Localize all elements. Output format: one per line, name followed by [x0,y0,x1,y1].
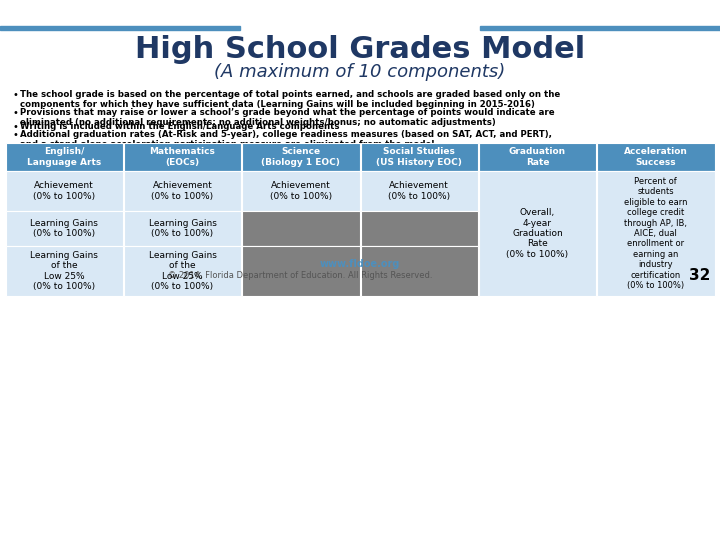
Text: Overall,
4-year
Graduation
Rate
(0% to 100%): Overall, 4-year Graduation Rate (0% to 1… [506,208,569,259]
Text: Learning Gains
of the
Low 25%
(0% to 100%): Learning Gains of the Low 25% (0% to 100… [148,251,217,291]
Text: Acceleration
Success: Acceleration Success [624,147,688,167]
Text: English/
Language Arts: English/ Language Arts [27,147,102,167]
Bar [361,143,478,171]
Text: Achievement
(0% to 100%): Achievement (0% to 100%) [388,181,450,201]
Text: Science
(Biology 1 EOC): Science (Biology 1 EOC) [261,147,341,167]
Text: Learning Gains
(0% to 100%): Learning Gains (0% to 100%) [30,219,98,238]
Bar [124,211,241,246]
Bar [6,171,123,211]
Bar [361,171,478,211]
Text: Percent of
students
eligible to earn
college credit
through AP, IB,
AICE, dual
e: Percent of students eligible to earn col… [624,177,688,290]
Text: Achievement
(0% to 100%): Achievement (0% to 100%) [151,181,214,201]
Text: © 2014, Florida Department of Education. All Rights Reserved.: © 2014, Florida Department of Education.… [168,271,432,280]
Bar [6,211,123,246]
Text: Learning Gains
(0% to 100%): Learning Gains (0% to 100%) [148,219,217,238]
Text: The school grade is based on the percentage of total points earned, and schools : The school grade is based on the percent… [20,90,560,110]
Bar [480,26,720,30]
Text: •: • [12,130,18,140]
Text: Mathematics
(EOCs): Mathematics (EOCs) [150,147,215,167]
Bar [242,246,359,296]
Text: Learning Gains
of the
Low 25%
(0% to 100%): Learning Gains of the Low 25% (0% to 100… [30,251,98,291]
Text: Graduation
Rate: Graduation Rate [509,147,566,167]
Bar [361,211,478,246]
Bar [242,143,359,171]
Bar [479,143,596,171]
Bar [242,211,359,246]
Bar [597,171,714,296]
Bar [6,143,123,171]
Text: •: • [12,90,18,100]
Text: Additional graduation rates (At-Risk and 5-year), college readiness measures (ba: Additional graduation rates (At-Risk and… [20,130,552,150]
Text: Provisions that may raise or lower a school’s grade beyond what the percentage o: Provisions that may raise or lower a sch… [20,108,554,127]
Bar [242,171,359,211]
Bar [124,246,241,296]
Bar [124,143,241,171]
Bar [0,26,240,30]
Bar [124,171,241,211]
Text: •: • [12,122,18,132]
Bar [30,276,690,278]
Bar [597,143,714,171]
Text: Social Studies
(US History EOC): Social Studies (US History EOC) [377,147,462,167]
Text: (A maximum of 10 components): (A maximum of 10 components) [215,63,505,81]
Bar [479,171,596,296]
Text: •: • [12,108,18,118]
Text: www.fldoe.org: www.fldoe.org [320,259,400,269]
Bar [361,246,478,296]
Text: Achievement
(0% to 100%): Achievement (0% to 100%) [33,181,95,201]
Text: Achievement
(0% to 100%): Achievement (0% to 100%) [270,181,332,201]
Text: High School Grades Model: High School Grades Model [135,36,585,64]
Bar [6,246,123,296]
Text: 32: 32 [689,267,711,282]
Text: Writing is included within the English/Language Arts components: Writing is included within the English/L… [20,122,340,131]
